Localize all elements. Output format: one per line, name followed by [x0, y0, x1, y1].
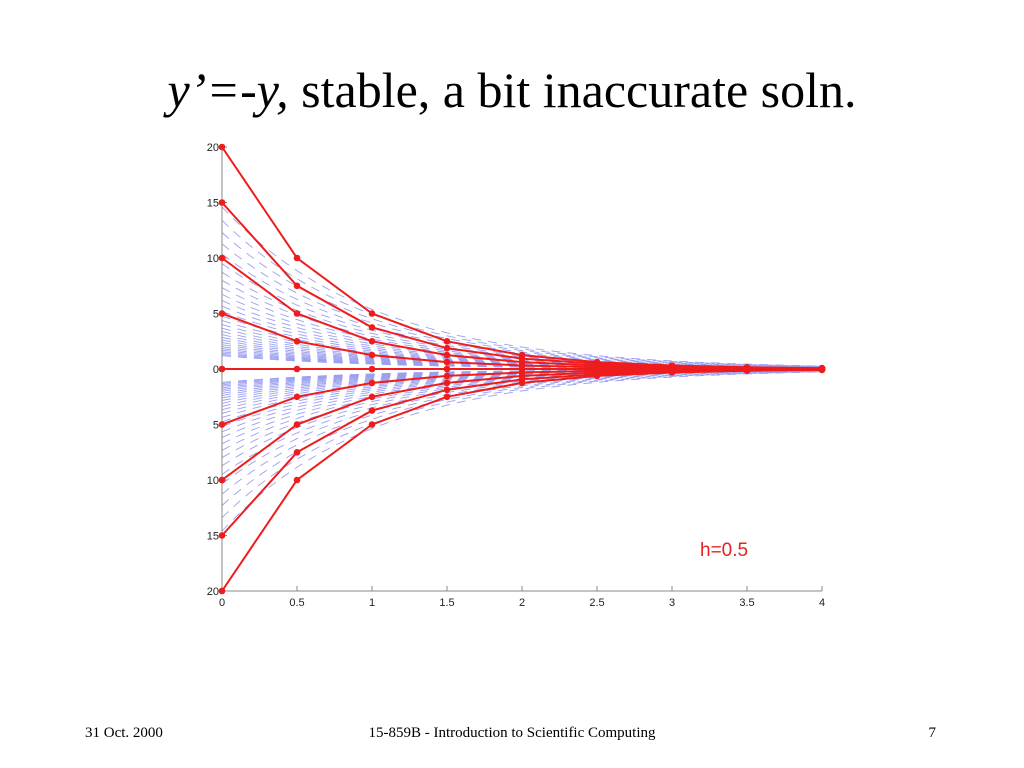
- series-point: [218, 365, 226, 373]
- series-point: [443, 365, 451, 373]
- exact-curve: [222, 219, 822, 367]
- series-point: [368, 407, 376, 414]
- y-tick-label: 20: [207, 586, 219, 598]
- series-point: [293, 310, 301, 317]
- series-point: [443, 338, 451, 345]
- series-point: [293, 449, 301, 456]
- footer-course-title: 15-859B - Introduction to Scientific Com…: [368, 725, 656, 741]
- series-point: [293, 365, 301, 373]
- y-tick-label: 20: [207, 142, 219, 154]
- x-tick-label: 0.5: [289, 597, 304, 609]
- series-point: [293, 338, 301, 345]
- x-tick-label: 2.5: [589, 597, 604, 609]
- x-tick-label: 1.5: [439, 597, 454, 609]
- series-point: [743, 367, 751, 375]
- page-number: 7: [928, 725, 937, 741]
- exact-curve: [222, 371, 822, 506]
- series-point: [218, 421, 226, 428]
- numeric-solution-series: [218, 143, 826, 595]
- series-point: [218, 199, 226, 206]
- series-point: [818, 366, 826, 374]
- series-point: [368, 351, 376, 359]
- exact-curve: [222, 206, 822, 367]
- exact-curve: [222, 371, 822, 519]
- exact-curve: [222, 263, 822, 368]
- series-point: [218, 310, 226, 317]
- x-tick-label: 4: [819, 597, 825, 609]
- series-point: [593, 372, 601, 380]
- series-point: [668, 369, 676, 376]
- y-tick-label: 0: [213, 364, 219, 376]
- footer-date: 31 Oct. 2000: [85, 725, 163, 741]
- series-point: [368, 393, 376, 401]
- y-tick-label: 5: [213, 420, 219, 432]
- exact-curve: [222, 253, 822, 368]
- series-point: [293, 476, 301, 484]
- exact-curve: [222, 371, 822, 532]
- series-point: [443, 379, 451, 387]
- series-line: [221, 146, 823, 370]
- series-point: [218, 587, 226, 595]
- series-point: [443, 393, 451, 401]
- series-point: [368, 365, 376, 373]
- series-point: [443, 358, 451, 366]
- series-point: [293, 393, 301, 401]
- x-tick-label: 3.5: [739, 597, 754, 609]
- series-point: [518, 379, 526, 387]
- series-point: [218, 143, 226, 151]
- series-point: [443, 351, 451, 359]
- exact-curve: [222, 370, 822, 495]
- series-point: [443, 386, 451, 394]
- y-tick-label: 5: [213, 309, 219, 321]
- series-point: [443, 344, 451, 352]
- x-tick-label: 1: [369, 597, 375, 609]
- series-point: [368, 310, 376, 317]
- exact-curve: [222, 370, 822, 485]
- x-tick-label: 0: [219, 597, 225, 609]
- y-tick-label: 10: [207, 475, 219, 487]
- title-text: stable, a bit inaccurate soln.: [288, 62, 857, 118]
- series-point: [218, 476, 226, 484]
- series-point: [368, 324, 376, 331]
- y-tick-label: 10: [207, 253, 219, 265]
- x-tick-label: 3: [669, 597, 675, 609]
- series-point: [368, 379, 376, 387]
- x-tick-label: 2: [519, 597, 525, 609]
- series-point: [293, 282, 301, 290]
- exact-curve: [222, 232, 822, 367]
- series-point: [218, 532, 226, 539]
- y-tick-label: 15: [207, 531, 219, 543]
- y-tick-label: 15: [207, 198, 219, 210]
- title-equation: y’=-y,: [167, 62, 289, 118]
- series-point: [368, 338, 376, 345]
- series-point: [218, 254, 226, 262]
- step-size-annotation: h=0.5: [700, 540, 748, 561]
- series-point: [443, 372, 451, 380]
- exact-curve: [222, 370, 822, 475]
- slide-title: y’=-y, stable, a bit inaccurate soln.: [0, 52, 1024, 128]
- series-point: [293, 421, 301, 428]
- series-point: [368, 421, 376, 428]
- series-point: [293, 254, 301, 262]
- exact-curve: [222, 243, 822, 368]
